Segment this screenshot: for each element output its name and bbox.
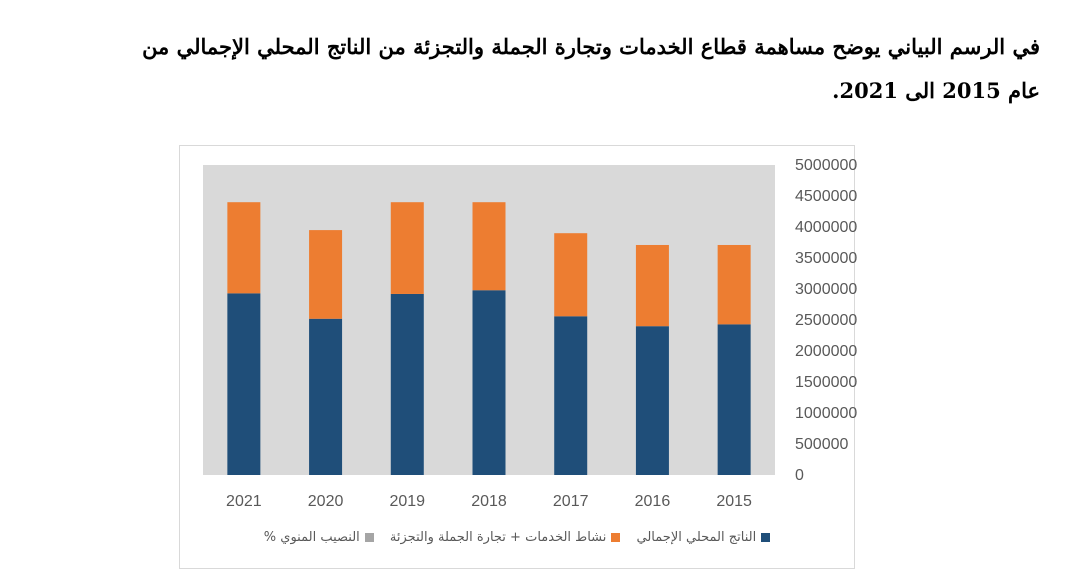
- legend-swatch-services: [611, 533, 621, 542]
- bar-segment-2015-series-1: [717, 244, 751, 325]
- x-tick-label: 2018: [471, 493, 507, 510]
- y-tick-label: 2000000: [795, 343, 857, 360]
- chart-heading: في الرسم البياني يوضح مساهمة قطاع الخدما…: [40, 25, 1040, 113]
- bar-segment-2016-series-0: [635, 326, 669, 475]
- y-tick-label: 3000000: [795, 281, 857, 298]
- legend-item-gdp: الناتج المحلي الإجمالي: [637, 530, 771, 545]
- x-axis-ticks: 2021 2020 2019 2018 2017 2016 2015: [226, 493, 752, 510]
- y-tick-label: 1500000: [795, 374, 857, 391]
- y-axis-ticks: 0 500000 1000000 1500000 2000000 2500000 30000…: [795, 157, 857, 484]
- y-tick-label: 1000000: [795, 405, 857, 422]
- y-tick-label: 0: [795, 467, 804, 484]
- legend-label-services: نشاط الخدمات + تجارة الجملة والتجزئة: [389, 530, 607, 545]
- legend-item-percent: النصيب المنوي %: [264, 530, 374, 545]
- x-tick-label: 2020: [308, 493, 344, 510]
- legend-swatch-percent: [364, 533, 374, 542]
- legend-label-gdp: الناتج المحلي الإجمالي: [636, 530, 757, 545]
- stacked-bar-chart: 0 500000 1000000 1500000 2000000 2500000 30000…: [203, 157, 857, 510]
- bar-segment-2015-series-0: [717, 324, 751, 475]
- bar-segment-2019-series-1: [390, 202, 424, 294]
- chart-legend: الناتج المحلي الإجمالي نشاط الخدمات + تج…: [179, 530, 855, 545]
- legend-item-services: نشاط الخدمات + تجارة الجملة والتجزئة: [389, 530, 621, 545]
- bar-segment-2021-series-0: [227, 293, 261, 475]
- x-tick-label: 2016: [635, 493, 671, 510]
- bar-segment-2020-series-0: [309, 318, 343, 475]
- legend-swatch-gdp: [761, 533, 771, 542]
- heading-line-1: في الرسم البياني يوضح مساهمة قطاع الخدما…: [142, 34, 1040, 59]
- bar-segment-2017-series-0: [554, 316, 588, 475]
- y-tick-label: 500000: [795, 436, 848, 453]
- y-tick-label: 4500000: [795, 188, 857, 205]
- y-tick-label: 5000000: [795, 157, 857, 174]
- bar-segment-2016-series-1: [635, 244, 669, 327]
- y-tick-label: 3500000: [795, 250, 857, 267]
- bar-segment-2021-series-1: [227, 202, 261, 294]
- x-tick-label: 2019: [389, 493, 425, 510]
- bar-segment-2017-series-1: [554, 233, 588, 317]
- x-tick-label: 2017: [553, 493, 589, 510]
- x-tick-label: 2021: [226, 493, 262, 510]
- bar-segment-2019-series-0: [390, 293, 424, 475]
- bar-segment-2020-series-1: [309, 230, 343, 319]
- bar-segment-2018-series-0: [472, 290, 506, 475]
- bar-segment-2018-series-1: [472, 202, 506, 291]
- bars-group: [227, 202, 751, 475]
- y-tick-label: 2500000: [795, 312, 857, 329]
- y-tick-label: 4000000: [795, 219, 857, 236]
- x-tick-label: 2015: [716, 493, 752, 510]
- heading-line-2: عام 2015 الى 2021.: [832, 78, 1040, 103]
- legend-label-percent: النصيب المنوي %: [263, 530, 360, 545]
